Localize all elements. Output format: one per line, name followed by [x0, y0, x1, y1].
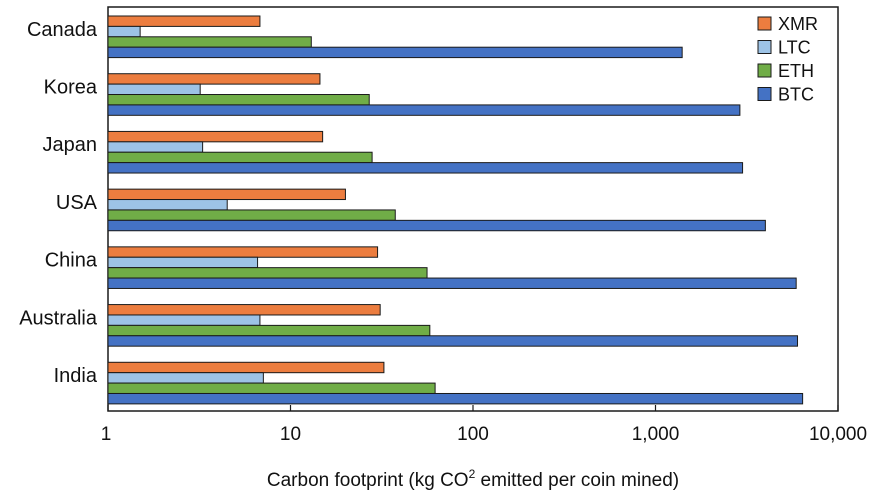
category-label-australia: Australia — [19, 307, 98, 329]
bar-usa-ltc — [107, 199, 228, 211]
x-tick-label-3: 1,000 — [632, 424, 680, 445]
legend: XMR LTC ETH BTC — [757, 14, 818, 105]
x-axis-title-superscript: 2 — [469, 467, 476, 481]
category-labels: Canada Korea Japan USA China Australia India — [19, 19, 98, 387]
bar-australia-eth — [107, 324, 431, 337]
legend-label-xmr: XMR — [778, 14, 818, 34]
legend-swatch-btc — [757, 87, 772, 101]
category-label-japan: Japan — [43, 134, 98, 156]
bar-canada-eth — [107, 36, 312, 48]
x-tick-label-0: 1 — [101, 424, 112, 445]
bar-india-eth — [107, 382, 436, 394]
bar-india-ltc — [107, 372, 264, 384]
legend-swatch-eth — [757, 63, 772, 78]
bar-india-btc — [107, 392, 804, 405]
bar-australia-ltc — [107, 314, 261, 326]
x-tick-label-4: 10,000 — [809, 424, 867, 445]
bar-korea-btc — [107, 104, 741, 116]
bar-usa-eth — [107, 209, 396, 221]
bar-china-xmr — [107, 246, 379, 258]
bar-china-ltc — [107, 256, 259, 269]
x-axis-title-rest: emitted per coin mined) — [475, 470, 679, 491]
category-label-korea: Korea — [44, 77, 98, 99]
x-axis-title: Carbon footprint (kg CO2 emitted per coi… — [267, 467, 679, 491]
category-label-usa: USA — [56, 192, 98, 214]
bar-japan-eth — [107, 151, 373, 164]
bar-japan-btc — [107, 162, 744, 174]
bar-canada-btc — [107, 46, 683, 59]
bar-japan-ltc — [107, 141, 204, 153]
bar-australia-btc — [107, 335, 799, 347]
legend-swatch-ltc — [757, 40, 772, 54]
bar-usa-xmr — [107, 188, 346, 201]
legend-label-eth: ETH — [778, 61, 814, 81]
bar-china-eth — [107, 267, 428, 279]
x-axis-title-main: Carbon footprint (kg CO — [267, 470, 469, 491]
bar-japan-xmr — [107, 130, 324, 143]
category-label-india: India — [54, 365, 98, 387]
bar-canada-ltc — [107, 25, 141, 38]
x-tick-label-2: 100 — [457, 424, 489, 445]
bars-group — [107, 15, 804, 405]
bar-india-xmr — [107, 361, 385, 374]
legend-label-btc: BTC — [778, 85, 814, 105]
bar-australia-xmr — [107, 304, 381, 316]
bar-korea-eth — [107, 94, 370, 106]
x-axis-ticks: 1 10 100 1,000 10,000 — [101, 405, 867, 445]
legend-swatch-xmr — [757, 16, 772, 31]
category-label-china: China — [45, 250, 98, 272]
category-label-canada: Canada — [27, 19, 98, 41]
bar-canada-xmr — [107, 15, 261, 27]
bar-korea-xmr — [107, 73, 321, 85]
legend-label-ltc: LTC — [778, 38, 811, 58]
x-tick-label-1: 10 — [280, 424, 301, 445]
bar-korea-ltc — [107, 83, 201, 96]
bar-usa-btc — [107, 219, 766, 232]
bar-china-btc — [107, 277, 797, 289]
